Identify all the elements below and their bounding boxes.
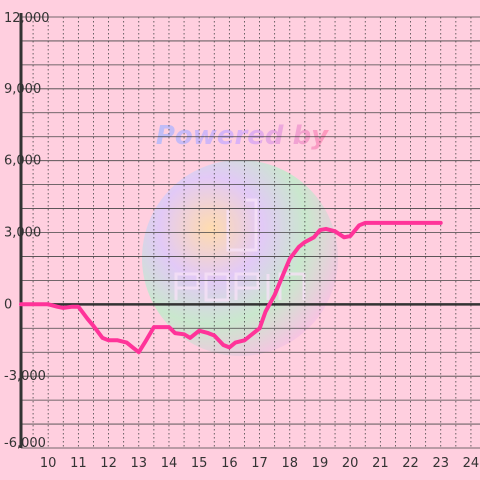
- data-point: [117, 339, 119, 341]
- data-point: [56, 306, 58, 308]
- x-tick-label: 11: [70, 456, 87, 471]
- y-tick-label: 12,000: [4, 11, 50, 26]
- data-point: [379, 222, 381, 224]
- data-point: [108, 339, 110, 341]
- data-point: [77, 306, 79, 308]
- x-tick-label: 10: [40, 456, 57, 471]
- data-point: [243, 339, 246, 341]
- data-point: [364, 222, 366, 224]
- data-point: [249, 334, 252, 337]
- data-point: [138, 351, 140, 353]
- x-tick-label: 12: [100, 456, 117, 471]
- grid: [21, 16, 480, 449]
- data-point: [62, 307, 64, 309]
- data-point: [298, 246, 300, 248]
- data-point: [189, 337, 191, 339]
- x-tick-label: 24: [463, 456, 480, 471]
- data-point: [325, 228, 327, 230]
- powered-by-watermark: Powered by: [142, 121, 338, 356]
- data-point: [159, 326, 161, 328]
- data-point: [101, 337, 104, 339]
- x-tick-label: 18: [281, 456, 298, 471]
- data-point: [259, 327, 261, 329]
- data-point: [313, 236, 315, 238]
- data-point: [20, 303, 22, 305]
- data-point: [183, 333, 185, 335]
- data-point: [343, 236, 345, 238]
- data-point: [319, 229, 321, 231]
- tick-labels: -6,000 -3,000 0 3,000 6,000 9,000 12,000 10 11 12…: [4, 11, 479, 471]
- data-point: [174, 332, 176, 334]
- data-point: [358, 224, 360, 226]
- x-tick-label: 14: [161, 456, 178, 471]
- x-tick-label: 15: [191, 456, 208, 471]
- data-point: [213, 334, 215, 337]
- data-point: [228, 346, 230, 348]
- data-point: [409, 222, 412, 224]
- data-point: [222, 344, 224, 346]
- x-tick-label: 16: [221, 456, 238, 471]
- data-point: [274, 294, 276, 296]
- series-group: [19, 220, 443, 355]
- data-point: [153, 326, 155, 328]
- data-point: [283, 272, 285, 274]
- x-tick-label: 23: [432, 456, 449, 471]
- data-point: [126, 342, 128, 344]
- watermark-logo-circle: [142, 160, 338, 356]
- x-tick-label: 19: [312, 456, 329, 471]
- data-point: [47, 303, 49, 305]
- watermark-text: Powered by: [156, 121, 329, 151]
- x-tick-label: 17: [251, 456, 268, 471]
- y-tick-label: -3,000: [4, 369, 46, 384]
- data-point: [265, 310, 267, 313]
- data-point: [349, 235, 351, 237]
- data-point: [168, 326, 170, 328]
- data-point: [92, 325, 95, 327]
- data-point: [198, 330, 200, 332]
- data-point: [144, 342, 146, 344]
- x-tick-label: 13: [130, 456, 147, 471]
- x-tick-label: 20: [342, 456, 359, 471]
- data-point: [440, 222, 442, 224]
- y-tick-label: 6,000: [4, 154, 41, 169]
- data-point: [234, 342, 236, 344]
- y-tick-label: 3,000: [4, 226, 41, 241]
- data-point: [86, 318, 88, 320]
- data-point: [289, 258, 291, 260]
- x-tick-label: 22: [402, 456, 419, 471]
- data-point: [71, 306, 73, 308]
- y-tick-label: 9,000: [4, 82, 41, 97]
- data-point: [304, 241, 306, 243]
- data-point: [132, 346, 134, 348]
- y-tick-label: -6,000: [4, 436, 46, 451]
- y-tick-label: 0: [4, 297, 12, 312]
- axes: [19, 13, 480, 448]
- data-point: [334, 230, 336, 232]
- x-tick-label: 21: [372, 456, 389, 471]
- data-point: [207, 332, 209, 334]
